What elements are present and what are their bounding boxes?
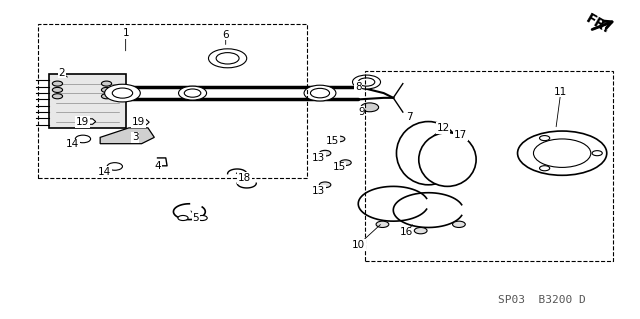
- Circle shape: [101, 81, 111, 86]
- Circle shape: [534, 139, 591, 167]
- Circle shape: [178, 215, 188, 220]
- Text: 4: 4: [154, 161, 161, 171]
- Circle shape: [319, 182, 331, 188]
- Circle shape: [310, 88, 330, 98]
- Circle shape: [76, 135, 91, 143]
- Circle shape: [540, 136, 550, 141]
- Circle shape: [209, 49, 246, 68]
- FancyBboxPatch shape: [49, 74, 125, 128]
- Circle shape: [592, 151, 602, 156]
- Circle shape: [353, 75, 381, 89]
- Text: 2: 2: [59, 68, 65, 78]
- Circle shape: [333, 136, 345, 142]
- Circle shape: [361, 103, 379, 112]
- Text: 14: 14: [66, 139, 79, 149]
- Text: FR.: FR.: [583, 11, 612, 36]
- Text: SP03  B3200 D: SP03 B3200 D: [499, 295, 586, 305]
- Text: 9: 9: [358, 107, 365, 117]
- Circle shape: [540, 166, 550, 171]
- Text: 1: 1: [122, 28, 129, 38]
- Circle shape: [452, 221, 465, 227]
- Text: 6: 6: [222, 30, 229, 40]
- Circle shape: [304, 85, 336, 101]
- Text: 18: 18: [238, 173, 252, 183]
- Ellipse shape: [396, 122, 460, 185]
- Circle shape: [52, 94, 63, 99]
- Circle shape: [319, 150, 331, 156]
- Text: 3: 3: [132, 132, 138, 142]
- Circle shape: [52, 81, 63, 86]
- Text: 16: 16: [399, 227, 413, 237]
- Circle shape: [179, 86, 207, 100]
- Text: 10: 10: [351, 240, 365, 250]
- Circle shape: [358, 78, 375, 86]
- Text: 19: 19: [76, 117, 89, 127]
- Text: 19: 19: [132, 117, 145, 127]
- Circle shape: [107, 163, 122, 170]
- Circle shape: [112, 88, 132, 98]
- Polygon shape: [136, 119, 149, 125]
- Text: 12: 12: [436, 123, 450, 133]
- Ellipse shape: [419, 133, 476, 186]
- Text: 14: 14: [98, 167, 111, 177]
- Text: 15: 15: [333, 162, 346, 172]
- Text: 17: 17: [454, 130, 467, 140]
- Polygon shape: [100, 128, 154, 144]
- Circle shape: [101, 94, 111, 99]
- Circle shape: [52, 87, 63, 93]
- Circle shape: [216, 53, 239, 64]
- Circle shape: [197, 215, 207, 220]
- Text: 13: 13: [312, 186, 325, 196]
- Polygon shape: [83, 119, 96, 124]
- Text: 8: 8: [355, 82, 362, 92]
- Circle shape: [184, 89, 201, 97]
- Circle shape: [340, 160, 351, 166]
- Text: 13: 13: [312, 153, 325, 163]
- Text: 15: 15: [326, 136, 339, 146]
- Circle shape: [414, 227, 427, 234]
- Text: 7: 7: [406, 112, 413, 122]
- Circle shape: [376, 221, 389, 227]
- Circle shape: [104, 84, 140, 102]
- Text: 5: 5: [193, 213, 199, 223]
- Text: 11: 11: [554, 86, 568, 97]
- Circle shape: [101, 87, 111, 93]
- Circle shape: [518, 131, 607, 175]
